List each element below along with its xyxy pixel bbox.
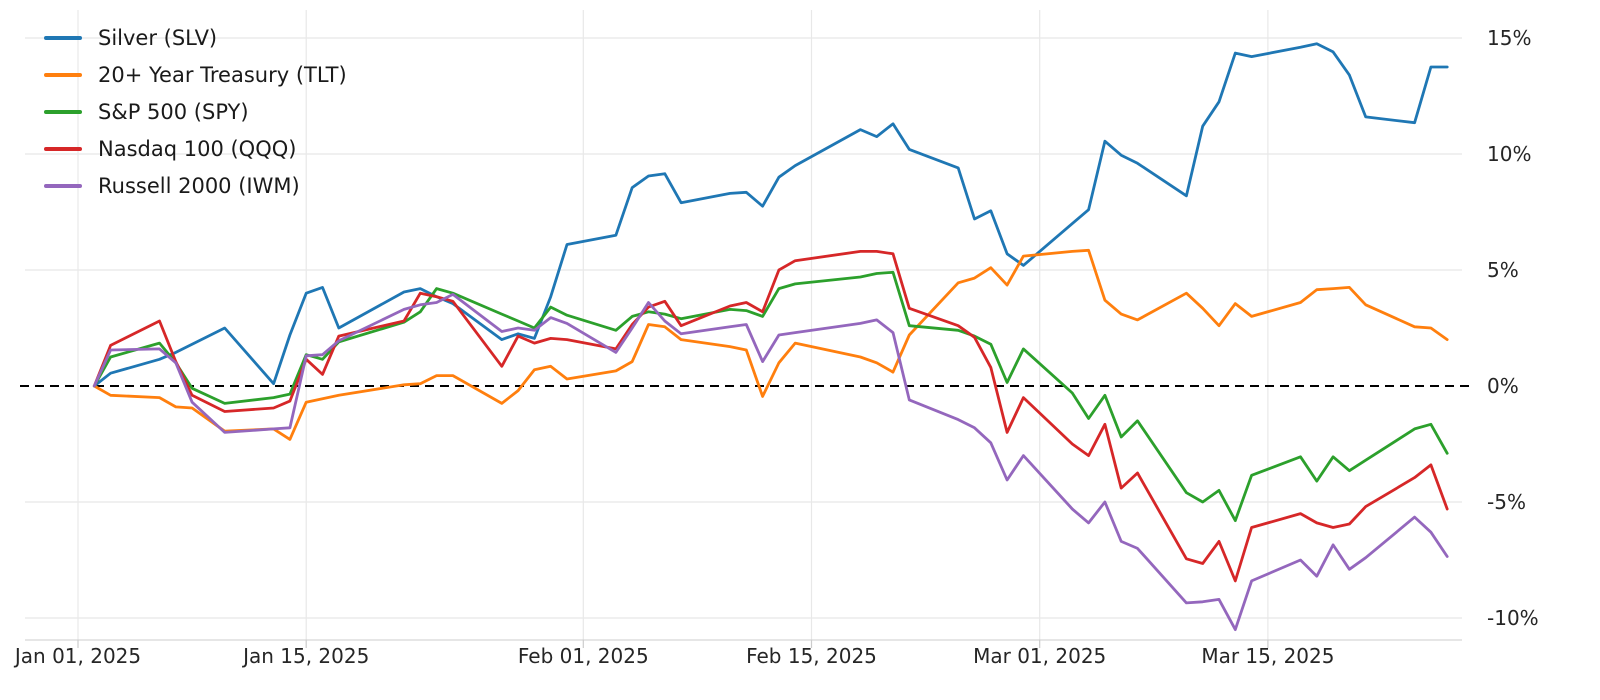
y-tick-label: -5% [1487, 490, 1526, 514]
y-tick-label: -10% [1487, 606, 1539, 630]
legend-label: 20+ Year Treasury (TLT) [98, 62, 347, 87]
legend-label: Silver (SLV) [98, 25, 218, 50]
legend-line-swatch [44, 73, 82, 77]
legend-label: Russell 2000 (IWM) [98, 173, 300, 198]
legend-label: Nasdaq 100 (QQQ) [98, 136, 297, 161]
y-tick-label: 5% [1487, 258, 1519, 282]
legend-item: 20+ Year Treasury (TLT) [44, 63, 347, 87]
x-tick-label: Feb 01, 2025 [518, 644, 649, 668]
x-tick-label: Feb 15, 2025 [746, 644, 877, 668]
series-line-silver-slv- [92, 42, 1449, 388]
y-tick-label: 0% [1487, 374, 1519, 398]
legend-line-swatch [44, 147, 82, 151]
y-tick-label: 10% [1487, 142, 1531, 166]
x-tick-label: Jan 15, 2025 [241, 644, 369, 668]
legend-line-swatch [44, 36, 82, 40]
legend-line-swatch [44, 110, 82, 114]
x-tick-label: Jan 01, 2025 [13, 644, 141, 668]
x-tick-label: Mar 01, 2025 [973, 644, 1106, 668]
series-line-russell-2000-iwm- [92, 292, 1449, 631]
chart-legend: Silver (SLV) 20+ Year Treasury (TLT) S&P 5… [44, 26, 347, 198]
series-line-s-p-500-spy- [92, 270, 1449, 522]
x-tick-label: Mar 15, 2025 [1201, 644, 1334, 668]
legend-label: S&P 500 (SPY) [98, 99, 249, 124]
series-line-20-year-treasury-tlt- [92, 248, 1449, 441]
y-tick-label: 15% [1487, 26, 1531, 50]
series-line-nasdaq-100-qqq- [92, 249, 1449, 583]
legend-line-swatch [44, 184, 82, 188]
legend-item: Silver (SLV) [44, 26, 347, 50]
legend-item: Russell 2000 (IWM) [44, 174, 347, 198]
legend-item: S&P 500 (SPY) [44, 100, 347, 124]
legend-item: Nasdaq 100 (QQQ) [44, 137, 347, 161]
